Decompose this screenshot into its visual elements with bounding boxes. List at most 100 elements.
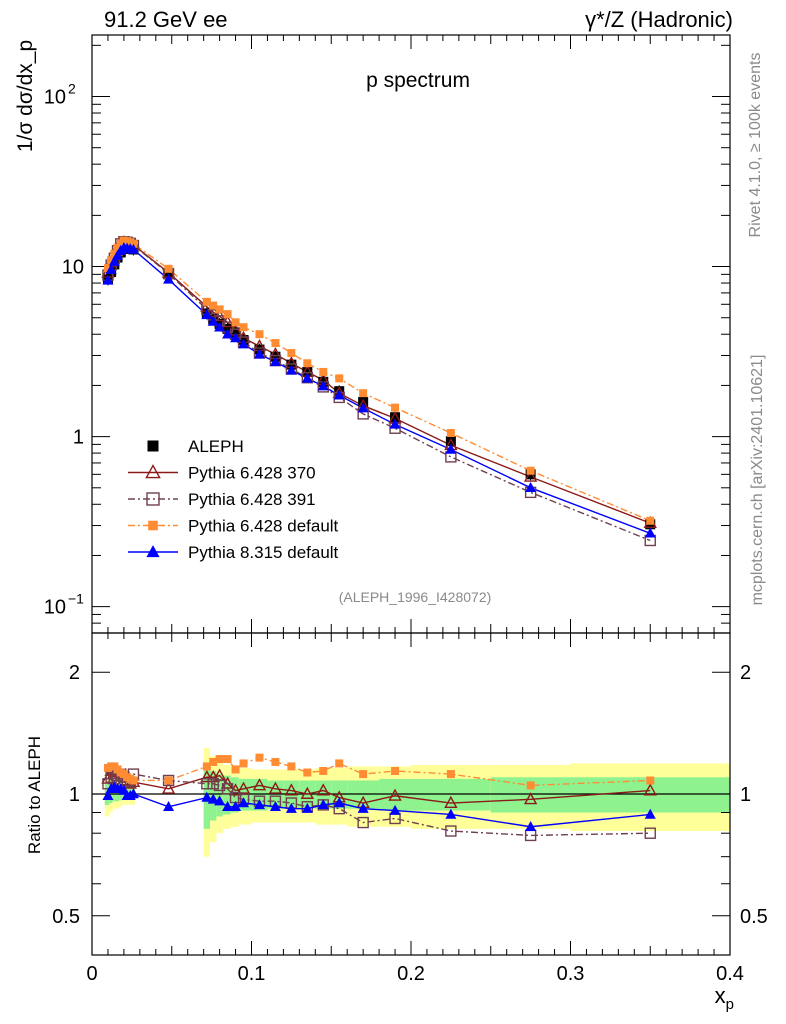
x-tick-label: 0	[86, 963, 97, 985]
ratio-marker-pythia-8-315-default	[163, 801, 175, 812]
ratio-y-tick-label: 1	[69, 784, 80, 806]
top-y-tick-label: 10	[62, 257, 84, 279]
x-tick-label: 0.4	[716, 963, 744, 985]
ratio-marker-pythia-8-315-default	[301, 802, 313, 813]
marker-pythia-8-315-default	[105, 263, 117, 274]
ratio-marker-pythia-8-315-default	[389, 804, 401, 815]
legend-label: Pythia 6.428 370	[188, 464, 316, 483]
ratio-marker-pythia-6-428-default	[446, 770, 455, 779]
ratio-marker-pythia-6-428-370	[161, 781, 176, 794]
ratio-marker-pythia-8-315-default	[214, 795, 226, 806]
marker-pythia-6-428-default	[646, 516, 655, 525]
ratio-marker-pythia-6-428-default	[319, 766, 328, 775]
x-tick-label: 0.1	[238, 963, 266, 985]
ratio-marker-pythia-6-428-default	[255, 753, 264, 762]
ratio-y-tick-label-right: 0.5	[740, 906, 768, 928]
ratio-uncertainty-bands	[104, 747, 730, 857]
ratio-y-tick-label: 0.5	[52, 906, 80, 928]
mcplots-reference-label: mcplots.cern.ch [arXiv:2401.10621]	[749, 355, 766, 606]
ratio-marker-pythia-6-428-default	[646, 776, 655, 785]
ratio-marker-pythia-6-428-370	[284, 783, 299, 796]
marker-pythia-6-428-default	[107, 256, 116, 265]
marker-pythia-6-428-default	[239, 323, 248, 332]
top-y-tick-label: 10	[44, 597, 66, 619]
legend-marker	[145, 464, 161, 479]
legend-marker	[146, 545, 160, 558]
legend-marker	[148, 520, 158, 531]
ratio-marker-pythia-6-428-391	[644, 827, 656, 839]
ratio-marker-pythia-6-428-391	[445, 825, 457, 837]
ratio-marker-pythia-8-315-default	[201, 791, 213, 802]
marker-pythia-8-315-default	[163, 273, 175, 284]
ratio-series	[101, 753, 657, 842]
marker-aleph	[358, 396, 369, 407]
marker-pythia-8-315-default	[253, 348, 265, 359]
marker-pythia-8-315-default	[222, 328, 234, 339]
band-stat-bin	[222, 775, 231, 815]
marker-pythia-8-315-default	[389, 418, 401, 429]
marker-pythia-6-428-default	[271, 339, 280, 348]
ratio-y-axis-label: Ratio to ALEPH	[25, 736, 44, 854]
ratio-marker-pythia-6-428-default	[129, 776, 138, 785]
ratio-marker-pythia-6-428-default	[223, 755, 232, 764]
ratio-marker-pythia-6-428-370	[236, 781, 251, 794]
header-right: γ*/Z (Hadronic)	[585, 7, 733, 32]
x-axis-label-subscript: p	[726, 996, 734, 1013]
ratio-y-tick-label-right: 1	[740, 784, 751, 806]
analysis-annotation: (ALEPH_1996_I428072)	[339, 589, 492, 605]
ratio-y-tick-label-right: 2	[740, 662, 751, 684]
x-tick-label: 0.3	[557, 963, 585, 985]
ratio-marker-pythia-6-428-391	[357, 816, 369, 829]
marker-pythia-8-315-default	[333, 389, 345, 400]
marker-pythia-6-428-default	[335, 374, 344, 383]
legend-label: Pythia 8.315 default	[188, 543, 339, 562]
band-stat-bin	[216, 774, 223, 817]
ratio-marker-pythia-8-315-default	[525, 820, 537, 831]
ratio-marker-pythia-6-428-default	[526, 781, 535, 790]
marker-pythia-6-428-default	[287, 349, 296, 358]
ratio-marker-pythia-6-428-370	[643, 783, 657, 796]
legend-marker	[147, 440, 159, 452]
marker-pythia-6-428-default	[446, 429, 455, 438]
rivet-version-label: Rivet 4.1.0, ≥ 100k events	[747, 53, 764, 238]
ratio-y-tick-label: 2	[69, 662, 80, 684]
ratio-marker-pythia-6-428-391	[213, 779, 226, 792]
top-y-tick-exponent: 2	[68, 81, 76, 97]
ratio-marker-pythia-6-428-default	[231, 765, 240, 774]
band-stat-bin	[411, 778, 491, 811]
marker-pythia-6-428-default	[110, 249, 119, 258]
marker-pythia-8-315-default	[102, 274, 114, 285]
ratio-marker-pythia-6-428-default	[239, 759, 248, 768]
legend-label: Pythia 6.428 default	[188, 517, 339, 536]
marker-aleph	[302, 366, 313, 377]
ratio-marker-pythia-6-428-default	[164, 776, 173, 785]
ratio-marker-pythia-8-315-default	[238, 797, 250, 808]
ratio-marker-pythia-6-428-370	[388, 788, 402, 801]
marker-pythia-6-428-default	[526, 466, 535, 475]
ratio-marker-pythia-6-428-default	[215, 755, 224, 764]
ratio-marker-pythia-8-315-default	[222, 801, 234, 812]
ratio-marker-pythia-6-428-default	[335, 759, 344, 768]
ratio-marker-pythia-6-428-391	[201, 778, 213, 790]
marker-pythia-8-315-default	[230, 332, 242, 343]
marker-pythia-6-428-default	[255, 330, 264, 339]
marker-pythia-6-428-default	[303, 359, 312, 368]
marker-pythia-8-315-default	[269, 356, 281, 367]
ratio-marker-pythia-6-428-default	[359, 770, 368, 779]
ratio-marker-pythia-8-315-default	[333, 797, 345, 808]
ratio-marker-pythia-8-315-default	[317, 799, 329, 810]
ratio-marker-pythia-6-428-370	[268, 781, 283, 794]
ratio-marker-pythia-8-315-default	[230, 801, 242, 812]
ratio-marker-pythia-8-315-default	[644, 808, 656, 819]
plot-title: p spectrum	[366, 69, 470, 92]
ratio-marker-pythia-6-428-370	[300, 786, 315, 799]
ratio-marker-pythia-6-428-391	[207, 778, 219, 790]
marker-aleph	[445, 436, 456, 447]
marker-pythia-8-315-default	[201, 309, 213, 320]
x-axis-label: xp	[715, 983, 734, 1013]
ratio-marker-pythia-8-315-default	[127, 788, 139, 799]
ratio-marker-pythia-8-315-default	[445, 808, 457, 819]
marker-pythia-6-428-default	[209, 301, 218, 310]
marker-pythia-6-428-default	[103, 264, 112, 273]
